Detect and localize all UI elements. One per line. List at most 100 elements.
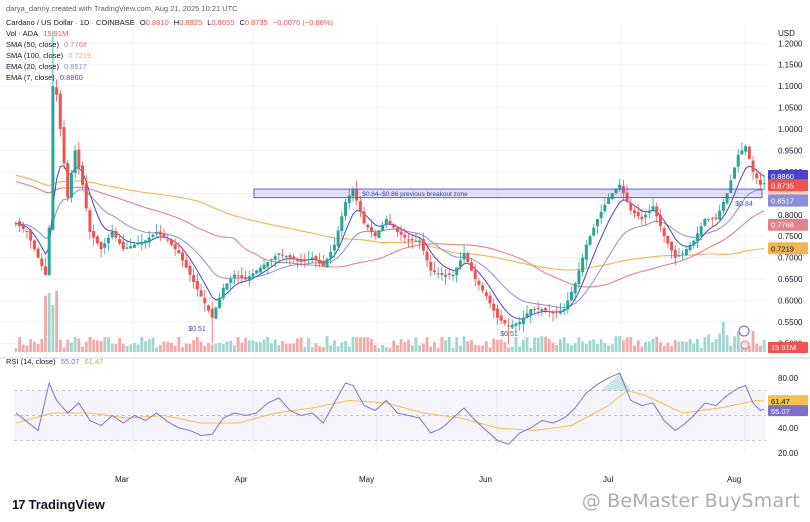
candle-body	[273, 256, 277, 260]
sma100-badge-bg	[768, 242, 808, 255]
candle-body	[495, 308, 499, 318]
sma100-line	[15, 174, 765, 271]
volume-value: 15.91M	[43, 29, 69, 38]
volume-bar	[21, 344, 25, 352]
candle-body	[570, 291, 574, 301]
symbol-name[interactable]: Cardano / US Dollar · 1D · COINBASE	[6, 18, 135, 27]
candle-body	[55, 87, 59, 95]
volume-bar	[577, 337, 581, 352]
volume-bar	[762, 339, 766, 352]
volume-bar	[136, 344, 140, 352]
volume-bar	[618, 336, 622, 352]
volume-bar	[25, 345, 29, 352]
candle-body	[466, 252, 470, 262]
candle-body	[384, 219, 388, 225]
ema7-badge-bg	[768, 169, 808, 182]
volume-bar	[84, 341, 88, 352]
candle-body	[181, 252, 185, 261]
volume-bar	[266, 336, 270, 352]
volume-bar	[540, 336, 544, 352]
candle-body	[503, 320, 507, 324]
volume-bar	[403, 342, 407, 352]
candle-body	[610, 193, 614, 200]
volume-bar	[118, 337, 121, 352]
candle-body	[325, 259, 329, 268]
candle-body	[644, 214, 648, 218]
ohlc-legend[interactable]: Cardano / US Dollar · 1D · COINBASE O0.8…	[6, 18, 336, 28]
candle-body	[536, 307, 540, 310]
candle-body	[599, 211, 603, 219]
candle-body	[340, 216, 344, 232]
volume-bar	[429, 346, 433, 352]
volume-bar	[303, 346, 307, 352]
candle-body	[484, 292, 488, 297]
candle-body	[288, 255, 292, 258]
candle-body	[347, 195, 351, 204]
candle-body	[236, 275, 240, 277]
volume-bar	[132, 342, 136, 352]
volume-bar	[281, 340, 284, 352]
volume-bar	[362, 337, 366, 352]
candle-body	[729, 180, 733, 193]
candle-body	[103, 243, 107, 248]
volume-bar	[466, 341, 470, 352]
price-axis-tick: 1.2000	[778, 39, 803, 48]
volume-bar	[384, 347, 388, 352]
price-axis-tick: 1.0500	[778, 104, 803, 113]
candle-body	[592, 227, 596, 236]
candle-body	[258, 267, 262, 273]
volume-bar	[121, 344, 125, 352]
time-axis-label: Aug	[727, 475, 741, 484]
volume-bar	[447, 336, 451, 352]
sma50-legend[interactable]: SMA (50, close) 0.7768	[6, 40, 90, 50]
low-value: 0.8655	[211, 18, 235, 27]
volume-bar	[755, 343, 759, 352]
volume-bar	[273, 339, 277, 352]
volume-bar	[140, 336, 144, 352]
volume-bar	[433, 342, 436, 352]
volume-bar	[151, 337, 155, 352]
candle-body	[607, 197, 611, 205]
volume-bar	[484, 341, 488, 352]
rsi-legend[interactable]: RSI (14, close) 55.07 61.47	[6, 357, 106, 367]
volume-bar	[677, 341, 681, 352]
candle-body	[373, 232, 377, 237]
candle-body	[736, 154, 740, 167]
volume-legend[interactable]: Vol · ADA 15.91M	[6, 29, 71, 39]
flag-icon	[740, 340, 750, 350]
volume-bar	[333, 340, 336, 352]
high-value: 0.8925	[179, 18, 203, 27]
candle-body	[132, 244, 136, 248]
credit-text: darya_danny created with TradingView.com…	[6, 4, 238, 13]
volume-bar	[536, 337, 540, 352]
volume-bar	[396, 345, 399, 352]
candle-body	[47, 227, 51, 276]
candle-body	[225, 283, 229, 290]
volume-bar	[147, 339, 151, 352]
volume-bar	[666, 342, 670, 352]
candle-body	[758, 179, 762, 185]
candle-body	[629, 202, 633, 211]
ema7-legend[interactable]: EMA (7, close) 0.8860	[6, 73, 86, 83]
rsi-axis-tick: 40.00	[778, 424, 799, 433]
volume-bar	[44, 295, 47, 352]
candle-body	[514, 323, 518, 326]
volume-bar	[229, 340, 233, 352]
rsi-line	[15, 372, 765, 445]
volume-bar	[47, 292, 51, 352]
alert-icon	[738, 325, 750, 337]
candle-body	[314, 256, 318, 261]
rsi-badge-bg	[768, 405, 808, 417]
tradingview-logo-text: TradingView	[28, 497, 105, 512]
candle-body	[440, 272, 444, 275]
tradingview-logo[interactable]: 17 TradingView	[12, 497, 105, 512]
volume-bar	[644, 342, 648, 352]
volume-bar	[251, 340, 255, 352]
candle-body	[632, 210, 636, 214]
ema20-legend[interactable]: EMA (20, close) 0.8517	[6, 62, 90, 72]
sma100-legend[interactable]: SMA (100, close) 0.7219	[6, 51, 94, 61]
candle-body	[455, 267, 459, 276]
volume-bar	[318, 346, 322, 352]
candles	[14, 31, 766, 345]
